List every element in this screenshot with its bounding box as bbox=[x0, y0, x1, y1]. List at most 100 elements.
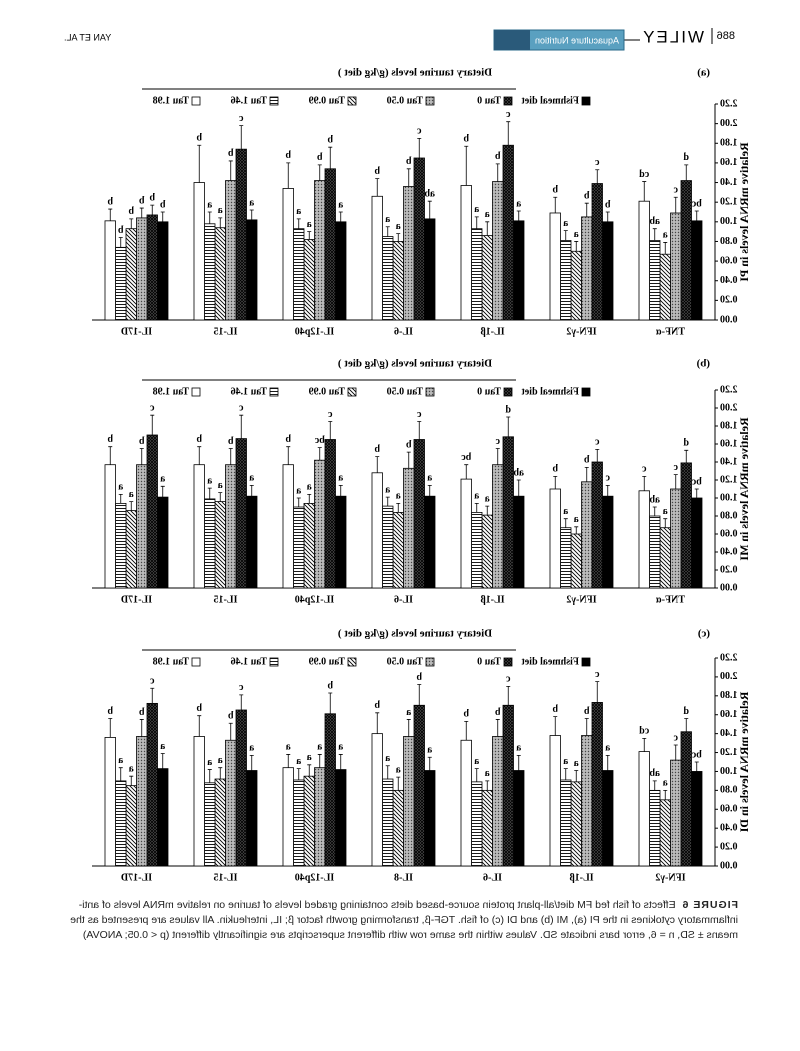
y-tick-label: 2.00 bbox=[720, 402, 738, 413]
y-tick-label: 1.80 bbox=[720, 690, 738, 701]
x-tick-label: IL-8 bbox=[394, 872, 413, 883]
error-bar bbox=[553, 196, 558, 213]
significance-letter: a bbox=[474, 491, 479, 502]
error-bar bbox=[328, 421, 333, 440]
panel-label: (c) bbox=[697, 628, 710, 640]
error-bar bbox=[129, 775, 134, 786]
bar bbox=[670, 488, 682, 589]
error-bar bbox=[375, 712, 380, 734]
y-tick-label: 1.00 bbox=[720, 766, 738, 777]
error-bar bbox=[317, 754, 322, 768]
error-bar bbox=[307, 764, 312, 777]
error-bar bbox=[464, 464, 469, 480]
y-tick-label: 1.60 bbox=[720, 709, 738, 720]
significance-letter: a bbox=[474, 756, 479, 767]
bar bbox=[691, 497, 703, 589]
bar bbox=[214, 501, 226, 589]
y-tick-label: 1.60 bbox=[720, 438, 738, 449]
error-bar bbox=[139, 448, 144, 465]
bar bbox=[104, 737, 116, 867]
bar bbox=[492, 464, 504, 589]
bar bbox=[204, 498, 216, 589]
significance-letter: c bbox=[594, 669, 599, 680]
significance-letter: a bbox=[207, 199, 212, 210]
significance-letter: d bbox=[683, 706, 689, 717]
significance-letter: b bbox=[552, 464, 558, 475]
brand: WILEY bbox=[641, 27, 704, 46]
bar bbox=[193, 182, 205, 321]
authors: YAN ET AL. bbox=[64, 32, 111, 42]
significance-letter: b bbox=[495, 707, 501, 718]
error-bar bbox=[249, 754, 254, 771]
significance-letter: a bbox=[563, 756, 568, 767]
bar bbox=[649, 789, 661, 867]
bar bbox=[204, 223, 216, 321]
legend-label: Tau 0.50 bbox=[387, 386, 423, 397]
error-bar bbox=[506, 416, 511, 437]
legend-swatch bbox=[347, 96, 357, 106]
bar bbox=[581, 216, 593, 321]
legend-title: Dietary taurine levels (g/kg diet ) bbox=[338, 628, 493, 640]
significance-letter: b bbox=[374, 166, 380, 177]
x-tick-label: IL-12p40 bbox=[295, 872, 334, 883]
significance-letter: a bbox=[385, 484, 390, 495]
error-bar bbox=[495, 163, 500, 182]
y-tick-label: 2.00 bbox=[720, 118, 738, 129]
x-tick-label: IL-15 bbox=[214, 594, 238, 605]
bar bbox=[303, 775, 315, 867]
y-tick-label: 1.80 bbox=[720, 420, 738, 431]
y-tick-label: 2.00 bbox=[720, 671, 738, 682]
error-bar bbox=[673, 744, 678, 761]
error-bar bbox=[218, 217, 223, 228]
bar bbox=[246, 770, 258, 867]
significance-letter: a bbox=[485, 493, 490, 504]
significance-letter: c bbox=[238, 402, 243, 413]
significance-letter: b bbox=[463, 709, 469, 720]
error-bar bbox=[228, 722, 233, 741]
panel-label: (a) bbox=[697, 67, 710, 79]
legend-swatch bbox=[425, 387, 435, 397]
bar bbox=[136, 464, 148, 589]
legend-swatch bbox=[581, 657, 591, 667]
bar bbox=[549, 488, 561, 589]
significance-letter: b bbox=[552, 704, 558, 715]
significance-letter: a bbox=[406, 707, 411, 718]
y-tick-label: 0.00 bbox=[720, 860, 738, 871]
error-bar bbox=[150, 204, 155, 215]
significance-letter: b bbox=[584, 455, 590, 466]
journal-logo-image bbox=[494, 30, 530, 50]
bar bbox=[659, 799, 671, 867]
significance-letter: a bbox=[317, 742, 322, 753]
bar bbox=[638, 490, 650, 589]
y-tick-label: 1.00 bbox=[720, 216, 738, 227]
bar bbox=[193, 736, 205, 867]
y-tick-label: 0.80 bbox=[720, 785, 738, 796]
bar bbox=[314, 767, 326, 867]
error-bar bbox=[375, 178, 380, 197]
y-tick-label: 1.20 bbox=[720, 747, 738, 758]
significance-letter: d bbox=[683, 152, 689, 163]
error-bar bbox=[605, 211, 610, 222]
bar bbox=[115, 502, 127, 589]
error-bar bbox=[239, 125, 244, 150]
x-tick-label: IL-12p40 bbox=[295, 594, 334, 605]
y-axis-label: Relative mRNA levels in MI bbox=[737, 417, 751, 561]
y-tick-label: 1.20 bbox=[720, 474, 738, 485]
y-tick-label: 0.20 bbox=[720, 841, 738, 852]
bar bbox=[204, 782, 216, 867]
error-bar bbox=[296, 497, 301, 507]
bar bbox=[314, 459, 326, 589]
significance-letter: bc bbox=[691, 476, 702, 487]
error-bar bbox=[642, 476, 647, 491]
bar bbox=[371, 195, 383, 321]
bar bbox=[670, 759, 682, 867]
bar bbox=[293, 506, 305, 589]
bar bbox=[303, 502, 315, 589]
significance-letter: a bbox=[485, 209, 490, 220]
bar bbox=[235, 438, 247, 589]
significance-letter: a bbox=[307, 482, 312, 493]
significance-letter: b bbox=[374, 444, 380, 455]
error-bar bbox=[516, 210, 521, 221]
error-bar bbox=[427, 485, 432, 497]
significance-letter: a bbox=[427, 745, 432, 756]
